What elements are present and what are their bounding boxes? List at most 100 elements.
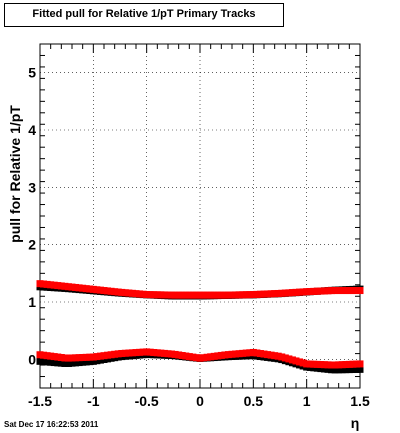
data-point-red-upper (118, 288, 126, 296)
data-point-red-upper (253, 290, 261, 298)
data-point-red-upper (342, 287, 350, 295)
data-point-black-lower (64, 359, 72, 367)
data-point-red-upper (100, 287, 108, 295)
data-point-black-lower (75, 359, 83, 367)
data-point-red-upper (89, 285, 97, 293)
data-point-red-lower (200, 354, 208, 362)
data-point-red-lower (214, 352, 222, 360)
y-tick-label-5: 5 (28, 65, 36, 81)
data-point-red-upper (249, 291, 257, 299)
data-point-red-upper (160, 291, 168, 299)
data-point-red-lower (75, 354, 83, 362)
data-point-red-lower (121, 349, 129, 357)
data-point-red-upper (303, 288, 311, 296)
data-point-black-lower (82, 358, 90, 366)
data-point-red-upper (349, 287, 357, 295)
data-point-red-lower (192, 354, 200, 362)
data-point-red-lower (335, 361, 343, 369)
data-point-red-upper (54, 282, 62, 290)
data-point-red-upper (310, 287, 318, 295)
data-point-black-lower (57, 359, 65, 367)
data-point-red-upper (47, 281, 55, 289)
data-point-black-lower (345, 366, 353, 374)
data-point-red-lower (278, 353, 286, 361)
data-point-black-lower (331, 366, 339, 374)
data-point-red-upper (196, 291, 204, 299)
data-point-red-lower (288, 356, 296, 364)
data-point-red-upper (299, 288, 307, 296)
data-point-red-upper (57, 282, 65, 290)
data-point-red-lower (235, 350, 243, 358)
data-point-red-lower (292, 357, 300, 365)
data-point-red-lower (128, 349, 136, 357)
data-point-red-lower (228, 350, 236, 358)
data-point-red-upper (224, 291, 232, 299)
data-point-red-upper (267, 290, 275, 298)
data-point-red-upper (36, 280, 44, 288)
data-point-black-lower (328, 366, 336, 374)
data-point-red-upper (200, 291, 208, 299)
y-axis-label: pull for Relative 1/pT (7, 105, 23, 243)
timestamp: Sat Dec 17 16:22:53 2011 (4, 420, 99, 429)
data-point-black-lower (352, 365, 360, 373)
x-tick-label-2: -0.5 (135, 393, 159, 409)
data-point-red-upper (214, 291, 222, 299)
data-point-red-upper (157, 291, 165, 299)
data-point-red-lower (82, 353, 90, 361)
data-point-red-lower (296, 358, 304, 366)
data-point-black-lower (107, 354, 115, 362)
data-point-red-upper (217, 291, 225, 299)
data-point-red-upper (345, 287, 353, 295)
data-point-red-upper (171, 291, 179, 299)
data-point-red-lower (217, 351, 225, 359)
data-point-red-upper (335, 287, 343, 295)
data-point-red-upper (40, 280, 48, 288)
data-point-red-lower (203, 353, 211, 361)
data-point-red-lower (356, 360, 364, 368)
data-point-red-upper (136, 290, 144, 298)
y-tick-label-0: 0 (28, 351, 36, 367)
data-point-black-lower (68, 359, 76, 367)
data-point-black-lower (335, 366, 343, 374)
data-point-red-lower (57, 353, 65, 361)
data-point-red-upper (143, 291, 151, 299)
data-point-red-lower (143, 348, 151, 356)
data-point-black-lower (40, 358, 48, 366)
data-point-red-lower (345, 360, 353, 368)
data-point-red-upper (185, 291, 193, 299)
x-tick-label-3: 0 (196, 393, 204, 409)
data-point-red-upper (235, 291, 243, 299)
data-point-red-upper (296, 288, 304, 296)
data-point-red-upper (50, 281, 58, 289)
data-point-red-lower (86, 353, 94, 361)
data-point-red-lower (171, 350, 179, 358)
data-point-red-upper (285, 289, 293, 297)
data-point-red-lower (96, 352, 104, 360)
data-point-red-upper (153, 291, 161, 299)
data-point-black-lower (89, 357, 97, 365)
data-point-red-upper (338, 287, 346, 295)
data-point-red-lower (64, 354, 72, 362)
data-point-red-lower (50, 353, 58, 361)
data-point-red-upper (104, 287, 112, 295)
data-point-red-upper (292, 288, 300, 296)
data-point-red-upper (107, 287, 115, 295)
x-tick-label-0: -1.5 (28, 393, 52, 409)
data-point-red-upper (271, 290, 279, 298)
data-point-red-lower (47, 352, 55, 360)
data-point-red-lower (320, 361, 328, 369)
data-point-black-lower (50, 359, 58, 367)
data-point-red-lower (313, 360, 321, 368)
data-point-red-upper (207, 291, 215, 299)
data-point-red-upper (189, 291, 197, 299)
data-point-red-lower (185, 353, 193, 361)
data-point-red-upper (150, 291, 158, 299)
data-point-red-lower (40, 351, 48, 359)
data-point-red-lower (89, 353, 97, 361)
x-tick-label-6: 1.5 (350, 393, 370, 409)
data-point-red-lower (285, 355, 293, 363)
data-point-red-lower (175, 351, 183, 359)
data-point-black-lower (317, 365, 325, 373)
data-point-red-upper (139, 290, 147, 298)
